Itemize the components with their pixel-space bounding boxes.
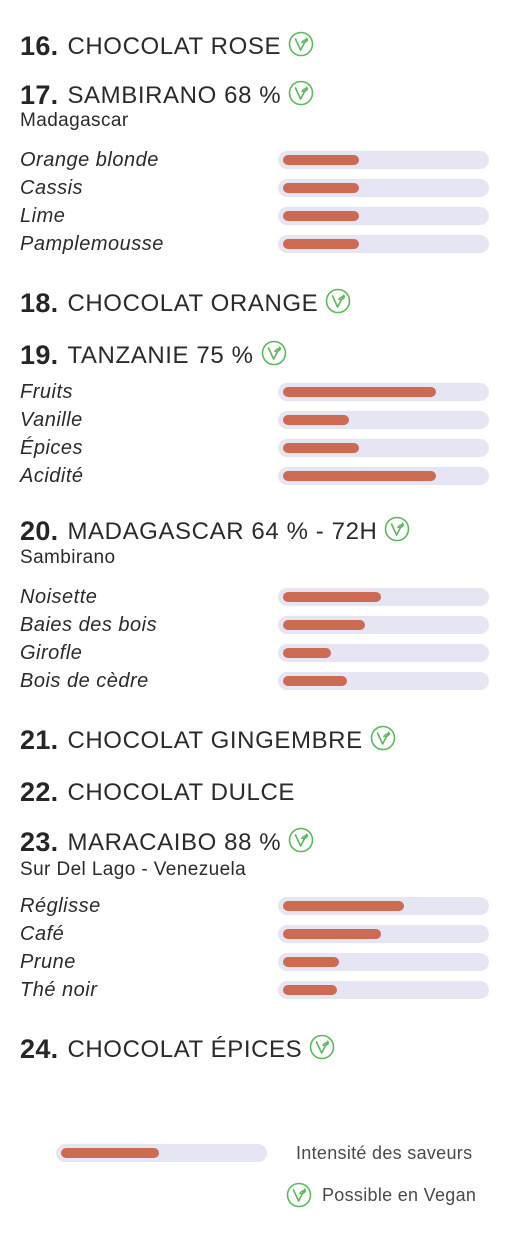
legend-intensity-label: Intensité des saveurs [296, 1143, 473, 1163]
flavor-intensity-bar [278, 897, 489, 915]
product-number: 24. [20, 1034, 59, 1064]
flavor-intensity-bar [278, 467, 489, 485]
product-heading: 20. MADAGASCAR 64 % - 72H [20, 516, 410, 546]
flavor-intensity-bar [278, 179, 489, 197]
flavor-label: Noisette [20, 586, 98, 608]
flavor-intensity-fill [283, 211, 359, 221]
flavor-label: Prune [20, 951, 76, 973]
flavor-label: Orange blonde [20, 149, 159, 171]
flavor-label: Thé noir [20, 979, 98, 1001]
flavor-label: Acidité [20, 465, 84, 487]
product-name: CHOCOLAT ROSE [67, 32, 282, 60]
product-name: CHOCOLAT ORANGE [67, 289, 319, 317]
vegan-icon [288, 827, 314, 853]
flavor-intensity-bar [278, 235, 489, 253]
flavor-intensity-bar [278, 616, 489, 634]
product-heading: 22. CHOCOLAT DULCE [20, 779, 295, 806]
product-number: 19. [20, 340, 59, 370]
product-name: CHOCOLAT DULCE [67, 778, 295, 806]
product-heading: 16. CHOCOLAT ROSE [20, 31, 314, 61]
product-number: 18. [20, 288, 59, 318]
flavor-intensity-bar [278, 953, 489, 971]
product-name: CHOCOLAT ÉPICES [67, 1035, 303, 1063]
product-heading: 21. CHOCOLAT GINGEMBRE [20, 725, 396, 755]
flavor-label: Girofle [20, 642, 83, 664]
product-heading: 23. MARACAIBO 88 % [20, 827, 314, 857]
product-number: 23. [20, 827, 59, 857]
product-name: TANZANIE 75 % [67, 341, 254, 369]
flavor-intensity-bar [278, 672, 489, 690]
flavor-intensity-fill [283, 415, 349, 425]
flavor-label: Bois de cèdre [20, 670, 149, 692]
flavor-intensity-bar [278, 383, 489, 401]
flavor-intensity-fill [283, 592, 381, 602]
product-number: 20. [20, 516, 59, 546]
product-name: CHOCOLAT GINGEMBRE [67, 726, 363, 754]
flavor-intensity-bar [278, 151, 489, 169]
vegan-icon [288, 31, 314, 57]
product-number: 21. [20, 725, 59, 755]
flavor-intensity-fill [283, 620, 365, 630]
flavor-label: Réglisse [20, 895, 101, 917]
flavor-intensity-bar [278, 644, 489, 662]
product-heading: 18. CHOCOLAT ORANGE [20, 288, 351, 318]
flavor-label: Lime [20, 205, 66, 227]
flavor-intensity-fill [283, 183, 359, 193]
product-origin: Madagascar [20, 110, 129, 131]
vegan-icon [384, 516, 410, 542]
product-heading: 24. CHOCOLAT ÉPICES [20, 1034, 335, 1064]
product-number: 22. [20, 777, 59, 807]
flavor-intensity-fill [283, 387, 436, 397]
flavor-intensity-fill [283, 676, 347, 686]
product-number: 16. [20, 31, 59, 61]
legend-vegan-icon [286, 1182, 312, 1208]
product-origin: Sambirano [20, 547, 116, 568]
legend-intensity-bar [56, 1144, 267, 1162]
flavor-intensity-fill [283, 901, 404, 911]
flavor-intensity-bar [278, 925, 489, 943]
vegan-icon [288, 80, 314, 106]
flavor-intensity-fill [283, 443, 359, 453]
vegan-icon [370, 725, 396, 751]
flavor-intensity-bar [278, 411, 489, 429]
product-origin: Sur Del Lago - Venezuela [20, 859, 247, 880]
legend-vegan-label: Possible en Vegan [322, 1185, 477, 1205]
flavor-label: Cassis [20, 177, 84, 199]
flavor-intensity-fill [283, 155, 359, 165]
flavor-intensity-fill [283, 239, 359, 249]
flavor-intensity-bar [278, 207, 489, 225]
flavor-intensity-bar [278, 439, 489, 457]
flavor-intensity-fill [283, 929, 381, 939]
product-number: 17. [20, 80, 59, 110]
flavor-intensity-fill [283, 648, 331, 658]
flavor-label: Épices [20, 437, 84, 459]
flavor-intensity-bar [278, 588, 489, 606]
legend-intensity-bar-fill [61, 1148, 159, 1158]
flavor-label: Pamplemousse [20, 233, 164, 255]
vegan-icon [261, 340, 287, 366]
product-name: MARACAIBO 88 % [67, 828, 282, 856]
product-name: SAMBIRANO 68 % [67, 81, 282, 109]
flavor-intensity-fill [283, 985, 337, 995]
vegan-icon [325, 288, 351, 314]
flavor-label: Baies des bois [20, 614, 158, 636]
flavor-intensity-bar [278, 981, 489, 999]
flavor-label: Fruits [20, 381, 73, 403]
product-name: MADAGASCAR 64 % - 72H [67, 517, 378, 545]
flavor-intensity-fill [283, 957, 339, 967]
flavor-label: Café [20, 923, 65, 945]
flavor-label: Vanille [20, 409, 83, 431]
vegan-icon [309, 1034, 335, 1060]
product-heading: 17. SAMBIRANO 68 % [20, 80, 314, 110]
product-heading: 19. TANZANIE 75 % [20, 340, 287, 370]
flavor-intensity-fill [283, 471, 436, 481]
